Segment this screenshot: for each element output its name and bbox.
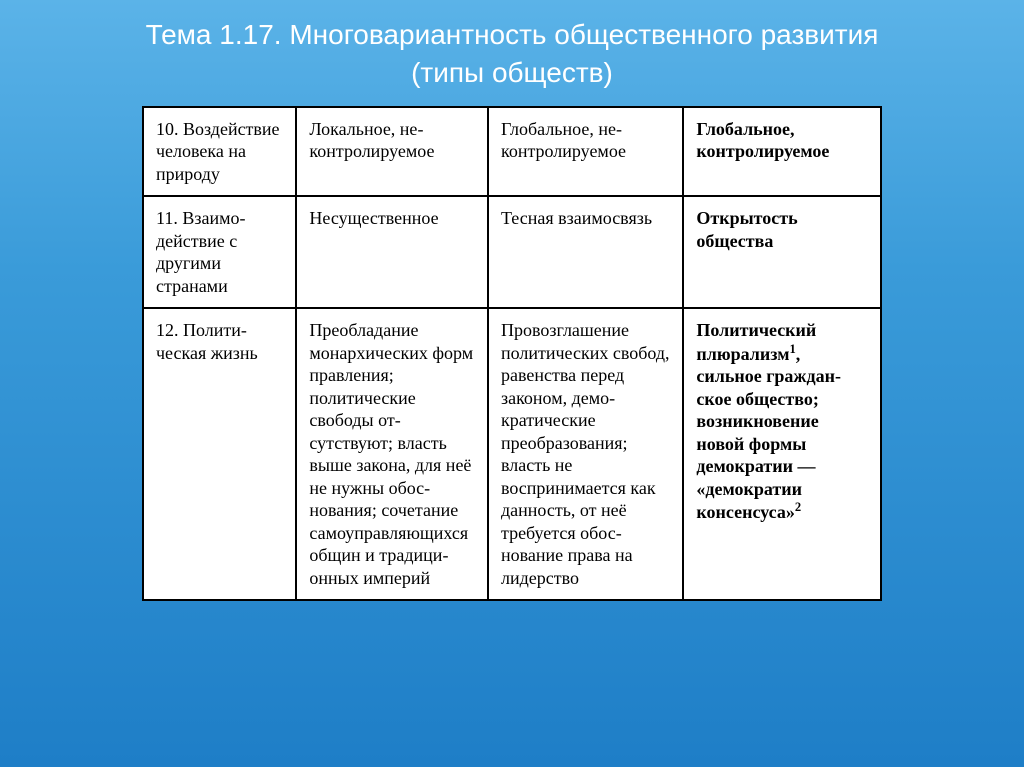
cell-traditional: Преобладание монархических форм правле­н… [296,308,488,600]
title-line2: (типы обществ) [411,57,613,88]
title-line1: Тема 1.17. Многовариантность общественно… [146,19,879,50]
cell-postindustrial: Политический плюрализм1, сильное граждан… [683,308,881,600]
society-types-table: 10. Воздей­ствие чело­века на при­роду Л… [142,106,882,602]
cell-criterion: 10. Воздей­ствие чело­века на при­роду [143,107,296,197]
cell-traditional: Локальное, не­контролируемое [296,107,488,197]
cell-criterion: 11. Взаимо­действие с другими странами [143,196,296,308]
cell-industrial: Тесная взаимо­связь [488,196,683,308]
table-row: 11. Взаимо­действие с другими странами Н… [143,196,881,308]
cell-postindustrial: Глобальное, контролируемое [683,107,881,197]
cell-traditional: Несущественное [296,196,488,308]
table-row: 12. Полити­ческая жизнь Преобладание мон… [143,308,881,600]
table-row: 10. Воздей­ствие чело­века на при­роду Л… [143,107,881,197]
slide-title: Тема 1.17. Многовариантность общественно… [146,16,879,92]
cell-postindustrial: Открытость общества [683,196,881,308]
cell-industrial: Провозглаше­ние политичес­ких свобод, ра… [488,308,683,600]
table-container: 10. Воздей­ствие чело­века на при­роду Л… [142,106,882,602]
cell-criterion: 12. Полити­ческая жизнь [143,308,296,600]
cell-industrial: Глобальное, не­контролируе­мое [488,107,683,197]
